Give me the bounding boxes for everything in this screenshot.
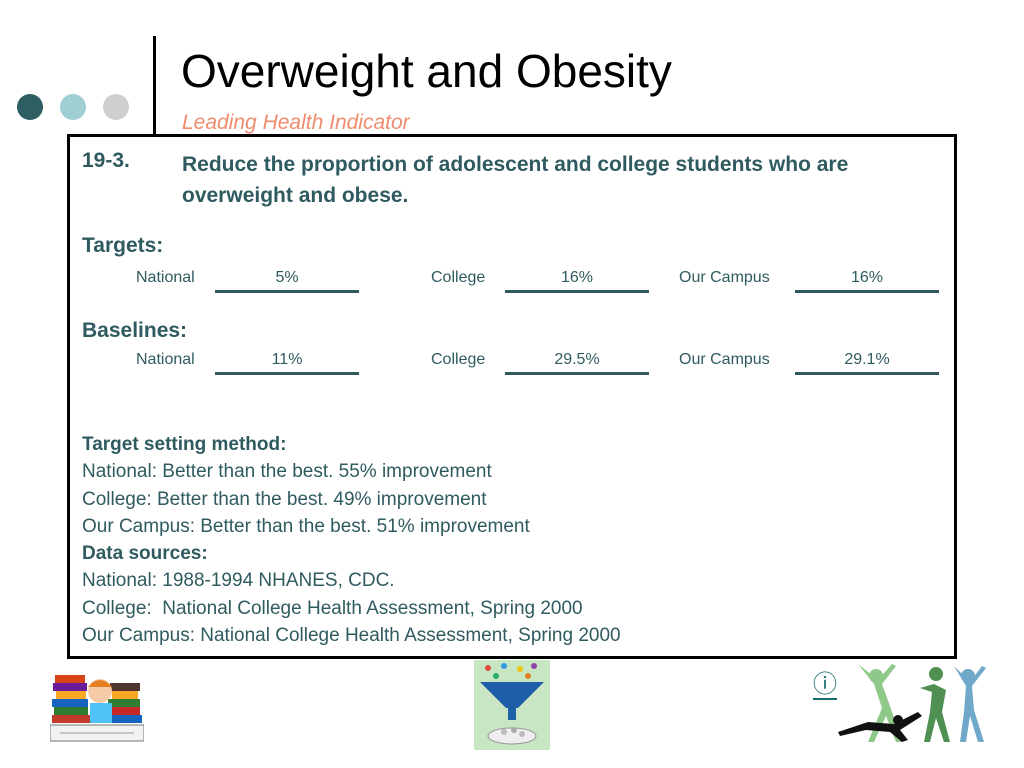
decor-dot-dark <box>17 94 43 120</box>
dancers-image <box>838 664 986 742</box>
method-heading: Target setting method: <box>82 434 287 455</box>
method-line: Our Campus: Better than the best. 51% im… <box>82 515 530 537</box>
title-divider <box>153 36 156 134</box>
target-label-national: National <box>136 269 195 286</box>
slide-title: Overweight and Obesity <box>181 45 672 97</box>
target-value-campus: 16% <box>795 269 939 293</box>
target-value-college: 16% <box>505 269 649 293</box>
baselines-heading: Baselines: <box>82 319 188 342</box>
baselines-row: National 11% College 29.5% Our Campus 29… <box>70 351 950 377</box>
source-line: National: 1988-1994 NHANES, CDC. <box>82 570 395 592</box>
student-books-image <box>50 675 144 742</box>
baseline-label-campus: Our Campus <box>679 351 770 368</box>
decor-dot-light <box>60 94 86 120</box>
funnel-image <box>474 660 550 750</box>
targets-heading: Targets: <box>82 234 164 257</box>
method-line: National: Better than the best. 55% impr… <box>82 461 492 483</box>
baseline-label-college: College <box>431 351 486 368</box>
objective-number: 19-3. <box>82 149 130 172</box>
baseline-value-campus: 29.1% <box>795 351 939 375</box>
source-line: Our Campus: National College Health Asse… <box>82 625 621 647</box>
sources-heading: Data sources: <box>82 543 208 565</box>
objective-text: Reduce the proportion of adolescent and … <box>182 153 849 207</box>
slide-subtitle: Leading Health Indicator <box>182 111 410 134</box>
target-label-campus: Our Campus <box>679 269 770 286</box>
baseline-value-college: 29.5% <box>505 351 649 375</box>
content-box: 19-3. Reduce the proportion of adolescen… <box>67 134 957 659</box>
target-label-college: College <box>431 269 486 286</box>
source-line: College: National College Health Assessm… <box>82 597 583 619</box>
baseline-value-national: 11% <box>215 351 359 375</box>
baseline-label-national: National <box>136 351 195 368</box>
decor-dot-gray <box>103 94 129 120</box>
method-and-sources: Target setting method: National: Better … <box>82 431 621 649</box>
targets-row: National 5% College 16% Our Campus 16% <box>70 269 950 295</box>
target-value-national: 5% <box>215 269 359 293</box>
method-line: College: Better than the best. 49% impro… <box>82 488 487 510</box>
info-icon[interactable]: ⓘ <box>813 671 837 700</box>
